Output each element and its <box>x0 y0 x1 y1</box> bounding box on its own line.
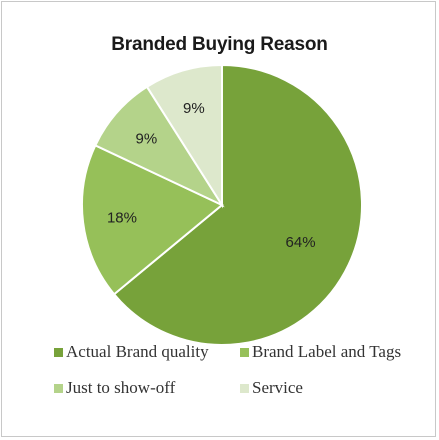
legend-label: Brand Label and Tags <box>252 342 402 361</box>
legend-swatch <box>240 347 249 357</box>
pie-slice-brand-label-and-tags <box>81 144 224 296</box>
legend-swatch <box>54 383 63 393</box>
legend-item-brand-label-and-tags: Brand Label and Tags <box>240 342 401 362</box>
legend-item-just-to-show-off: Just to show-off <box>54 378 175 398</box>
data-label-actual-brand-quality: 64% <box>286 234 316 251</box>
legend-swatch <box>240 383 249 393</box>
legend-swatch <box>54 347 63 357</box>
legend-label: Service <box>252 378 303 397</box>
legend-label: Just to show-off <box>66 378 176 397</box>
pie-slice-service <box>145 63 223 209</box>
data-label-service: 9% <box>183 100 205 117</box>
pie-slice-just-to-show-off <box>93 85 225 208</box>
legend-item-service: Service <box>240 378 303 398</box>
data-label-brand-label-and-tags: 18% <box>107 210 137 227</box>
pie-slice-actual-brand-quality <box>112 63 363 346</box>
data-label-just-to-show-off: 9% <box>136 130 158 147</box>
legend-item-actual-brand-quality: Actual Brand quality <box>54 342 209 362</box>
chart-title: Branded Buying Reason <box>111 34 328 55</box>
legend-label: Actual Brand quality <box>66 342 209 361</box>
